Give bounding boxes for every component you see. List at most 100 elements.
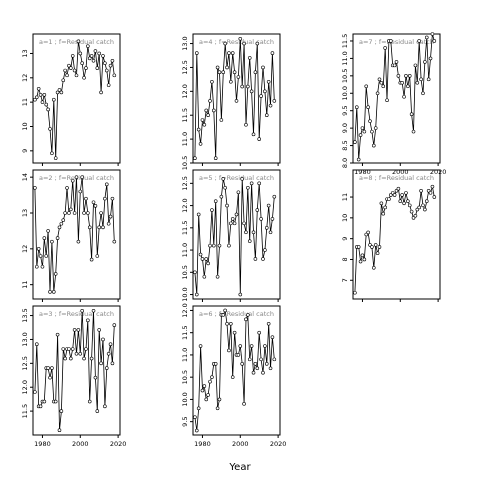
data-point <box>263 248 267 252</box>
data-point <box>36 247 41 251</box>
y-tick-label: 14 <box>21 173 29 181</box>
data-point <box>242 402 246 406</box>
data-point <box>360 253 365 258</box>
y-tick-label: 7 <box>341 278 349 282</box>
data-point <box>74 73 79 78</box>
data-point <box>108 342 113 347</box>
data-point <box>217 397 222 402</box>
data-point <box>72 328 77 332</box>
data-point <box>266 321 271 326</box>
data-point <box>91 58 96 63</box>
data-point <box>387 197 391 201</box>
data-point <box>204 108 209 113</box>
data-point <box>34 342 39 347</box>
data-point <box>106 221 111 226</box>
y-tick-label: 11.5 <box>181 221 189 235</box>
data-point <box>198 252 203 257</box>
data-point <box>198 142 203 146</box>
data-point <box>219 194 224 199</box>
data-point <box>272 99 277 103</box>
data-point <box>99 90 103 95</box>
data-point <box>232 330 237 335</box>
data-point <box>419 77 423 82</box>
data-point <box>217 70 222 75</box>
data-point <box>246 84 250 89</box>
data-point <box>67 63 71 68</box>
data-point <box>110 196 115 201</box>
data-point <box>244 317 248 322</box>
data-point <box>99 211 103 215</box>
data-point <box>261 65 265 70</box>
data-point <box>204 257 209 261</box>
data-point <box>404 74 408 78</box>
panel-frame <box>192 305 281 436</box>
data-point <box>246 313 250 317</box>
data-point <box>432 195 437 199</box>
data-point <box>34 95 39 100</box>
panel-label: a=1 ; f=Residual catch <box>39 38 114 46</box>
data-point <box>227 51 231 55</box>
data-point <box>264 226 269 230</box>
y-tick-label: 11.0 <box>181 243 189 257</box>
data-point <box>225 65 229 70</box>
data-point <box>251 230 256 235</box>
data-point <box>110 58 115 63</box>
data-point <box>193 156 197 161</box>
data-point <box>97 225 101 230</box>
panel-frame <box>32 305 121 436</box>
data-point <box>206 113 210 118</box>
y-tick-label: 11.5 <box>341 34 349 48</box>
data-point <box>255 41 260 46</box>
data-point <box>208 99 212 103</box>
data-point <box>249 181 254 186</box>
data-point <box>379 201 384 206</box>
y-tick-label: 9 <box>21 149 29 153</box>
y-tick-label: 12.0 <box>21 380 29 394</box>
data-point <box>253 362 258 366</box>
data-point <box>78 351 83 356</box>
data-point <box>240 177 244 181</box>
data-point <box>223 308 227 313</box>
data-point <box>91 308 96 313</box>
data-point <box>86 44 90 48</box>
data-point <box>97 328 101 332</box>
data-point <box>59 221 64 226</box>
data-point <box>80 175 84 179</box>
data-point <box>257 330 261 335</box>
data-point <box>400 193 404 197</box>
y-tick-label: 11.0 <box>341 51 349 65</box>
data-point <box>234 99 239 103</box>
y-tick-label: 8.5 <box>341 140 349 150</box>
data-point <box>372 143 376 148</box>
data-point <box>74 175 79 179</box>
data-point <box>377 245 382 249</box>
data-point <box>200 118 205 122</box>
y-tick-label: 11.5 <box>181 325 189 339</box>
data-point <box>57 88 62 92</box>
y-tick-label: 12.0 <box>181 303 189 317</box>
y-tick-label: 10.0 <box>341 86 349 100</box>
data-point <box>407 74 412 78</box>
data-point <box>257 181 261 186</box>
data-point <box>46 229 50 233</box>
data-point <box>38 404 43 409</box>
data-point <box>89 54 94 58</box>
data-point <box>423 60 427 64</box>
panel-label: a=3 ; f=Residual catch <box>39 310 114 318</box>
data-point <box>238 36 243 41</box>
data-point <box>108 63 113 68</box>
data-point <box>240 362 244 366</box>
data-point <box>368 119 372 123</box>
data-point <box>259 357 263 362</box>
data-point <box>89 257 94 262</box>
data-point <box>230 51 235 55</box>
data-point <box>72 211 77 215</box>
data-point <box>42 399 47 404</box>
data-point <box>53 399 58 404</box>
data-point <box>210 79 214 84</box>
data-point <box>215 274 220 279</box>
data-point <box>210 208 214 212</box>
series-line <box>194 178 275 295</box>
data-point <box>356 157 361 162</box>
